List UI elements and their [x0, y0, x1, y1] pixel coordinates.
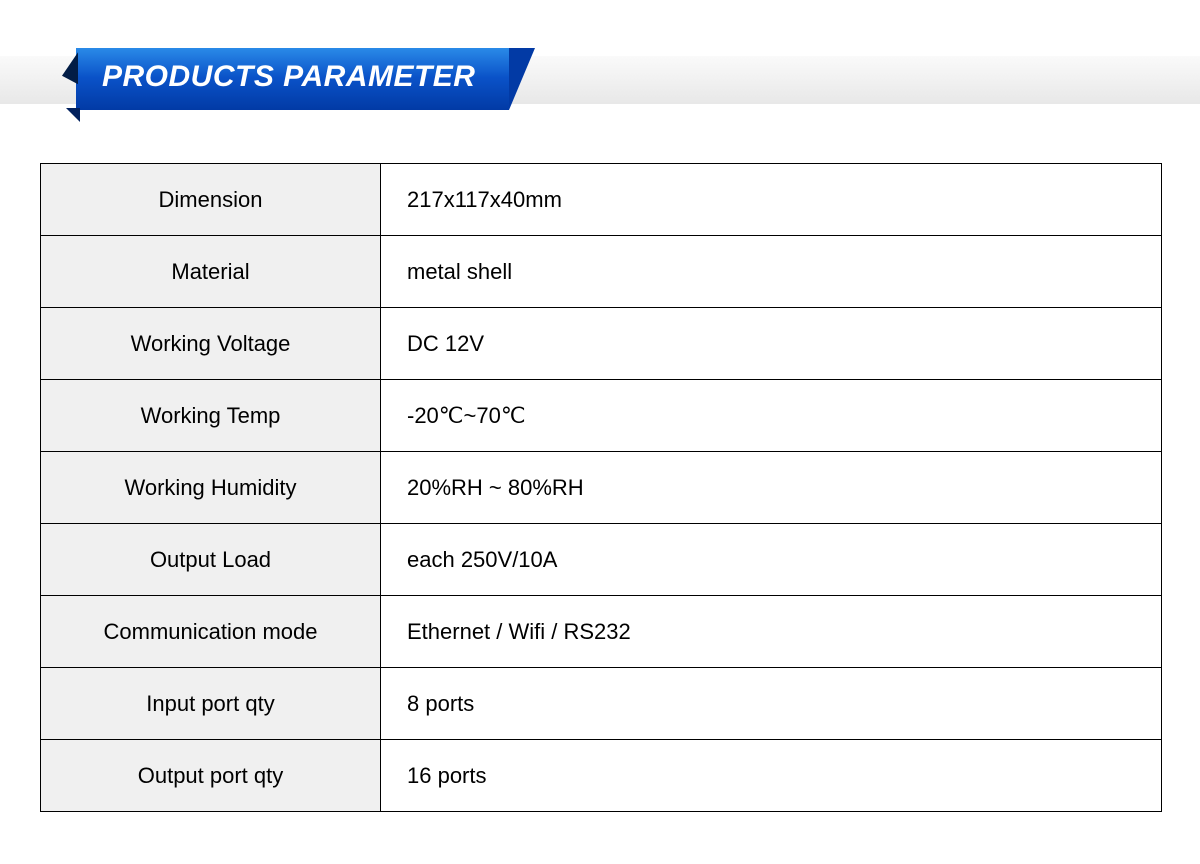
- header-region: PRODUCTS PARAMETER: [0, 0, 1200, 110]
- spec-value: 8 ports: [381, 668, 1162, 740]
- spec-value: 217x117x40mm: [381, 164, 1162, 236]
- spec-label: Input port qty: [41, 668, 381, 740]
- spec-value: 20%RH ~ 80%RH: [381, 452, 1162, 524]
- spec-label: Working Humidity: [41, 452, 381, 524]
- table-row: Dimension 217x117x40mm: [41, 164, 1162, 236]
- table-row: Output port qty 16 ports: [41, 740, 1162, 812]
- spec-value: DC 12V: [381, 308, 1162, 380]
- title-banner-body: PRODUCTS PARAMETER: [76, 48, 509, 110]
- spec-label: Working Temp: [41, 380, 381, 452]
- spec-label: Output port qty: [41, 740, 381, 812]
- spec-label: Output Load: [41, 524, 381, 596]
- spec-label: Material: [41, 236, 381, 308]
- spec-value: -20℃~70℃: [381, 380, 1162, 452]
- spec-value: metal shell: [381, 236, 1162, 308]
- title-banner: PRODUCTS PARAMETER: [76, 48, 509, 110]
- spec-table: Dimension 217x117x40mm Material metal sh…: [40, 163, 1162, 812]
- table-row: Material metal shell: [41, 236, 1162, 308]
- table-row: Communication mode Ethernet / Wifi / RS2…: [41, 596, 1162, 668]
- spec-label: Dimension: [41, 164, 381, 236]
- table-row: Working Humidity 20%RH ~ 80%RH: [41, 452, 1162, 524]
- spec-table-region: Dimension 217x117x40mm Material metal sh…: [40, 163, 1162, 812]
- spec-value: 16 ports: [381, 740, 1162, 812]
- spec-value: Ethernet / Wifi / RS232: [381, 596, 1162, 668]
- spec-label: Communication mode: [41, 596, 381, 668]
- table-row: Output Load each 250V/10A: [41, 524, 1162, 596]
- table-row: Input port qty 8 ports: [41, 668, 1162, 740]
- spec-value: each 250V/10A: [381, 524, 1162, 596]
- spec-label: Working Voltage: [41, 308, 381, 380]
- table-row: Working Temp -20℃~70℃: [41, 380, 1162, 452]
- table-row: Working Voltage DC 12V: [41, 308, 1162, 380]
- banner-fold-icon: [66, 108, 80, 122]
- page-title: PRODUCTS PARAMETER: [102, 60, 475, 93]
